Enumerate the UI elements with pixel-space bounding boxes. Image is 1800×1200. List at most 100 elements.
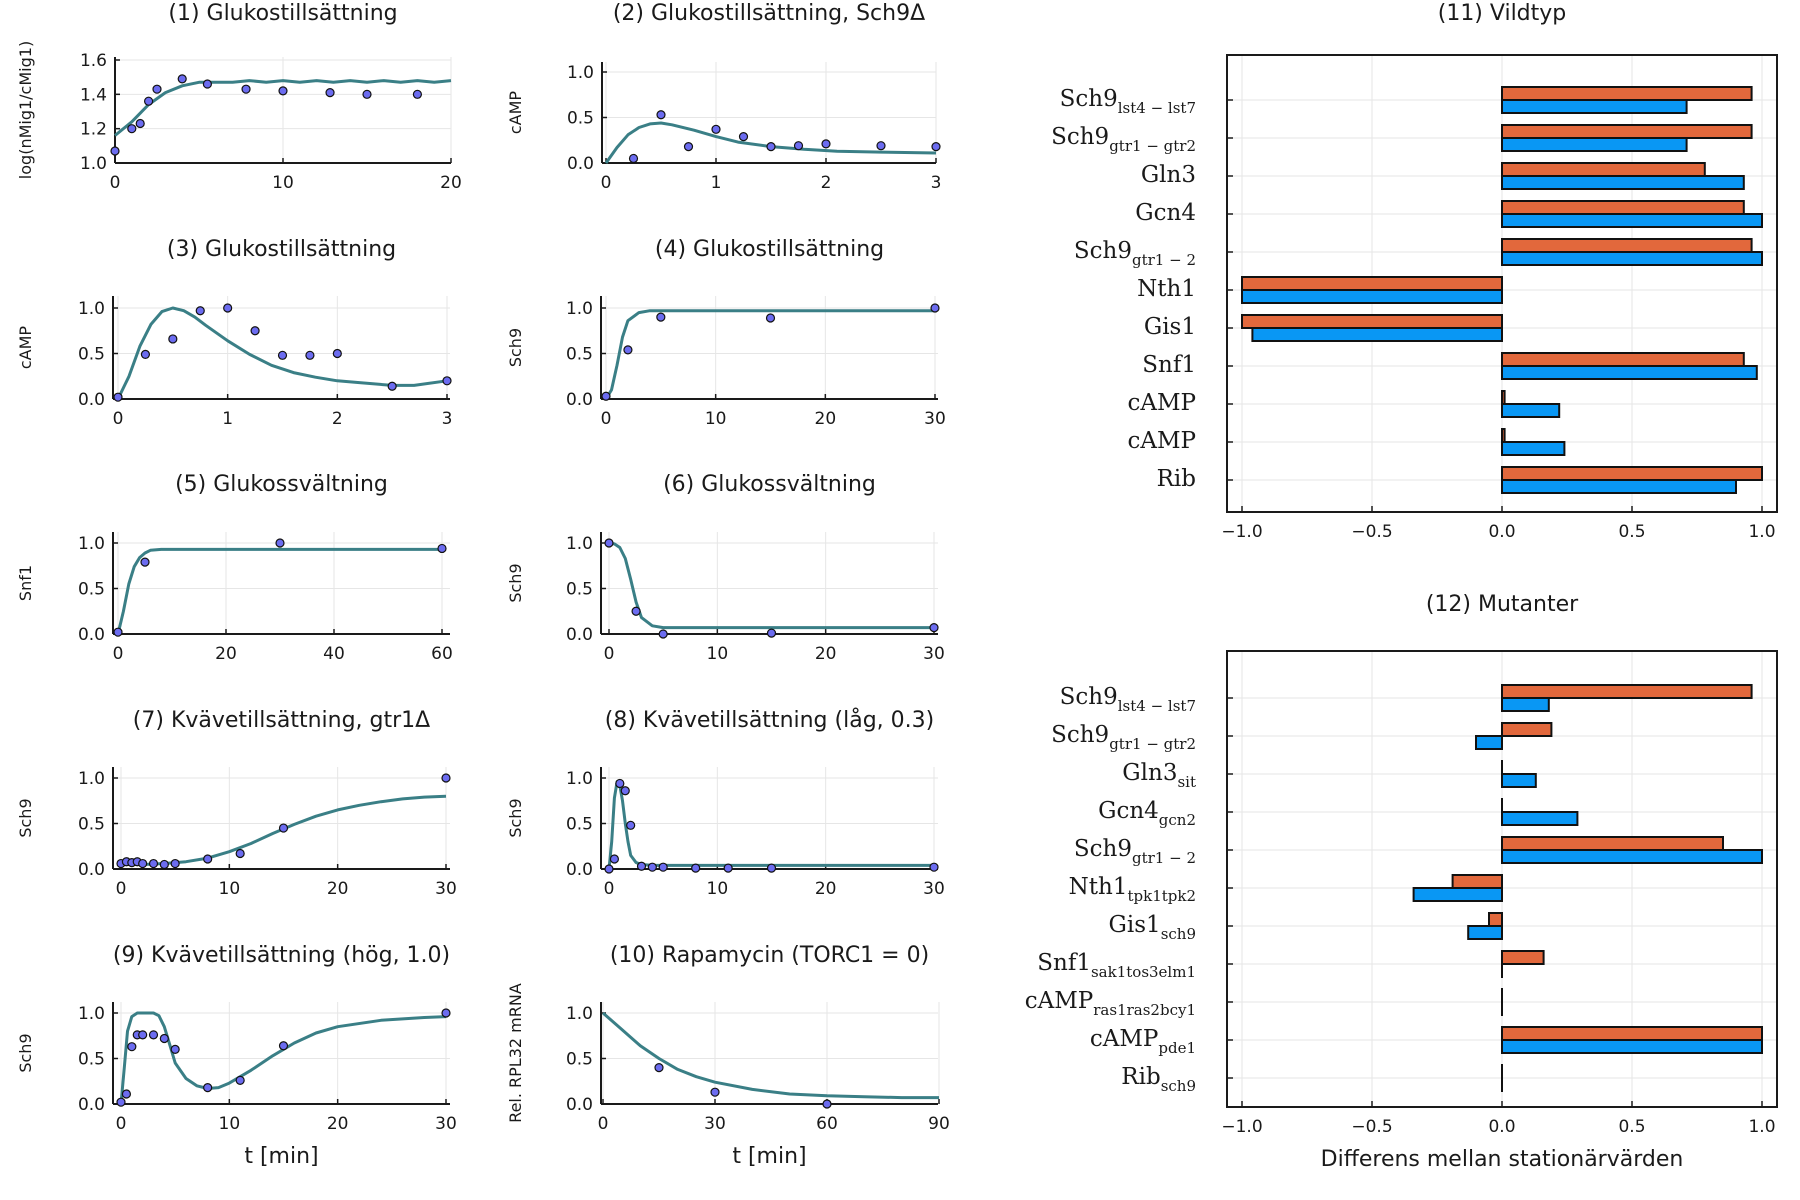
x-tick-label: 10 [272,173,294,193]
y-tick-label: 0.0 [566,860,593,880]
panel-title: (3) Glukostillsättning [167,237,396,262]
data-point [656,110,666,120]
data-point [654,1062,664,1073]
y-axis-label: log(nMig1/cMig1) [16,41,35,179]
data-point [437,543,447,554]
x-tick-label: 30 [923,644,945,664]
data-point [235,848,245,859]
panel-title: (10) Rapamycin (TORC1 = 0) [610,943,929,968]
data-point [766,863,777,873]
category-label-sub: gtr1 − gtr2 [1109,735,1196,753]
y-tick-label: 1.2 [80,120,107,140]
y-tick-label: 1.0 [566,299,593,319]
category-label: cAMPras1ras2bcy1 [1025,988,1196,1019]
panel-title: (6) Glukossvältning [663,472,876,497]
y-tick-label: 1.0 [78,534,105,554]
data-point [658,862,668,872]
panel-title: (4) Glukostillsättning [655,237,884,262]
data-point [325,88,335,98]
y-tick-label: 0.5 [566,815,593,835]
y-tick-label: 0.0 [78,1095,105,1115]
y-tick-label: 0.5 [78,580,105,600]
x-axis-label: t [min] [244,1144,318,1169]
x-tick-label: 3 [442,409,453,429]
category-label-sub: sch9 [1161,925,1196,943]
data-point [656,312,666,322]
data-point [148,1030,159,1040]
data-point [929,623,939,633]
x-tick-label: −0.5 [1351,522,1392,542]
bar-orange [1488,912,1503,927]
category-label-sub: pde1 [1158,1039,1196,1057]
y-tick-label: 1.0 [566,534,593,554]
x-tick-label: 30 [924,409,946,429]
data-point [116,1097,126,1107]
x-tick-label: 1.0 [1748,522,1775,542]
category-label-main: Rib [1121,1064,1160,1090]
category-label-main: Sch9 [1051,722,1109,748]
x-tick-label: 0 [113,644,124,664]
category-label-sub: gtr1 − 2 [1132,849,1196,867]
data-point [168,334,178,344]
data-point [362,89,372,99]
data-point [305,350,315,360]
category-label: Snf1 [1142,352,1196,378]
bar-orange [1501,466,1763,481]
panel-title: (12) Mutanter [1426,592,1579,617]
y-axis-label: cAMP [506,91,525,135]
x-tick-label: 30 [435,879,457,899]
panel-title: (5) Glukossvältning [175,472,388,497]
category-label-main: Sch9 [1060,684,1118,710]
y-tick-label: 1.0 [80,154,107,174]
bar-orange [1501,836,1724,851]
data-point [202,79,212,89]
data-point [278,823,289,833]
model-curve [604,121,937,164]
category-label: Gln3 [1141,162,1196,188]
data-point [159,859,169,870]
data-point [766,142,776,152]
data-point [766,628,777,638]
y-tick-label: 0.0 [566,1095,593,1115]
data-point [275,538,285,548]
category-label-main: Snf1 [1142,352,1196,378]
category-label: Gln3sit [1122,760,1196,791]
x-tick-label: 0 [116,879,127,899]
x-tick-label: 0 [604,644,615,664]
category-label-main: cAMP [1090,1026,1159,1052]
category-label-sub: sit [1177,773,1196,791]
y-tick-label: 1.0 [78,299,105,319]
data-point [626,820,636,830]
category-label: cAMP [1127,390,1196,416]
x-tick-label: −1.0 [1221,1117,1262,1137]
line-panel-6: (6) Glukossvältning 0 10 20 30 0.0 0.5 1.0 Sch9 [506,472,945,664]
data-point [140,557,150,567]
data-point [620,786,630,796]
category-label: Sch9lst4 − lst7 [1060,86,1196,117]
bar-blue [1475,735,1503,750]
data-point [121,1089,132,1099]
data-point [278,1041,289,1051]
panel-title: (1) Glukostillsättning [168,1,397,26]
category-label-main: Gis1 [1144,314,1196,340]
x-tick-label: 10 [707,879,729,899]
category-label-main: Sch9 [1060,86,1118,112]
y-tick-label: 1.0 [567,63,594,83]
y-tick-label: 0.5 [78,1050,105,1070]
data-point [135,118,145,129]
category-label-main: cAMP [1127,390,1196,416]
category-label-main: cAMP [1127,428,1196,454]
category-label-main: Gcn4 [1135,200,1196,226]
category-label-main: Sch9 [1051,124,1109,150]
y-tick-label: 0.0 [78,625,105,645]
category-label: Sch9gtr1 − 2 [1074,836,1196,867]
data-point [441,773,451,783]
bar-orange [1501,684,1753,699]
model-curve [114,79,452,137]
data-point [604,538,614,548]
data-point [615,778,625,789]
category-label-sub: tpk1tpk2 [1127,887,1196,905]
category-label-sub: gcn2 [1159,811,1196,829]
bar-orange [1501,722,1553,737]
x-tick-label: 30 [435,1114,457,1134]
